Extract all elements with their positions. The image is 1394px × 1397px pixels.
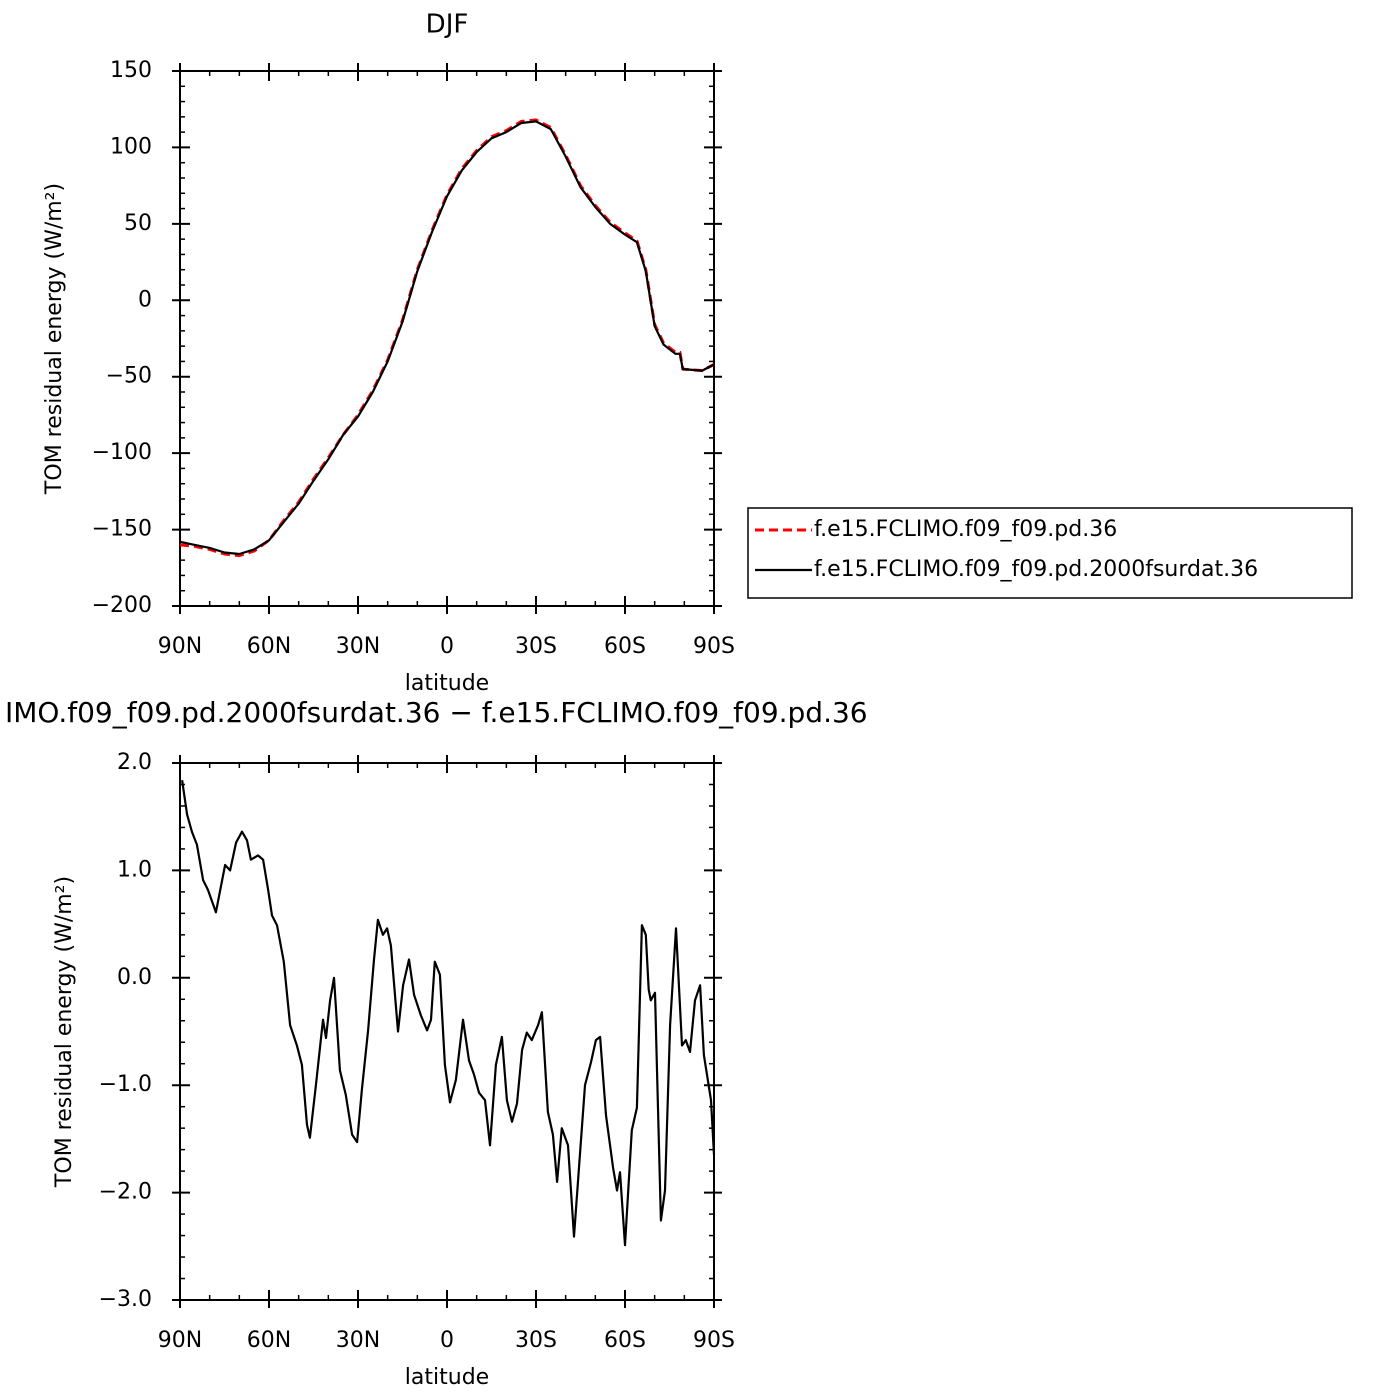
y-tick-label: −150 [92,517,152,542]
y-tick-label: −200 [92,593,152,618]
x-tick-label: 90S [693,1328,735,1353]
y-tick-label: 100 [110,134,152,159]
y-tick-label: −1.0 [99,1072,152,1097]
y-axis-label: TOM residual energy (W/m²) [52,876,77,1188]
legend-box [747,507,1353,599]
y-tick-label: 2.0 [117,750,152,775]
y-tick-label: −50 [106,364,152,389]
plot: DJF 90N 60N 30N 0 30S 60S 90S −200 −150 −100 −50 0 50… [42,10,1353,696]
x-axis-label: latitude [405,1365,489,1390]
x-tick-label: 0 [440,1328,454,1353]
x-tick-label: 60S [604,634,646,659]
legend: f.e15.FCLIMO.f09_f09.pd.36 f.e15.FCLIMO.f… [747,507,1353,599]
x-tick-label: 90N [158,1328,202,1353]
y-tick-label: −3.0 [99,1287,152,1312]
x-tick-label: 30S [515,1328,557,1353]
x-tick-label: 60N [247,1328,291,1353]
chart-title: DJF [426,10,469,40]
data-line [179,120,715,556]
legend-label: f.e15.FCLIMO.f09_f09.pd.2000fsurdat.36 [814,557,1258,582]
x-tick-label: 0 [440,634,454,659]
y-axis-label: TOM residual energy (W/m²) [42,183,67,495]
y-tick-label: 0 [138,287,152,312]
plot-frame [179,70,715,607]
data-line [181,780,716,1247]
y-tick-label: 1.0 [117,857,152,882]
x-axis-label: latitude [405,671,489,696]
chart-title: IMO.f09_f09.pd.2000fsurdat.36 − f.e15.FC… [5,696,868,729]
y-tick-label: −2.0 [99,1180,152,1205]
y-tick-label: 50 [124,211,152,236]
plot-frame [179,762,715,1301]
x-tick-label: 60N [247,634,291,659]
x-tick-label: 30N [336,1328,380,1353]
data-line [179,118,715,558]
x-tick-label: 90N [158,634,202,659]
x-tick-label: 30N [336,634,380,659]
y-tick-label: 150 [110,58,152,83]
y-tick-label: 0.0 [117,965,152,990]
y-tick-label: −100 [92,440,152,465]
plot: IMO.f09_f09.pd.2000fsurdat.36 − f.e15.FC… [5,696,868,1390]
x-tick-label: 60S [604,1328,646,1353]
x-tick-label: 30S [515,634,557,659]
x-tick-label: 90S [693,634,735,659]
legend-label: f.e15.FCLIMO.f09_f09.pd.36 [814,517,1117,542]
